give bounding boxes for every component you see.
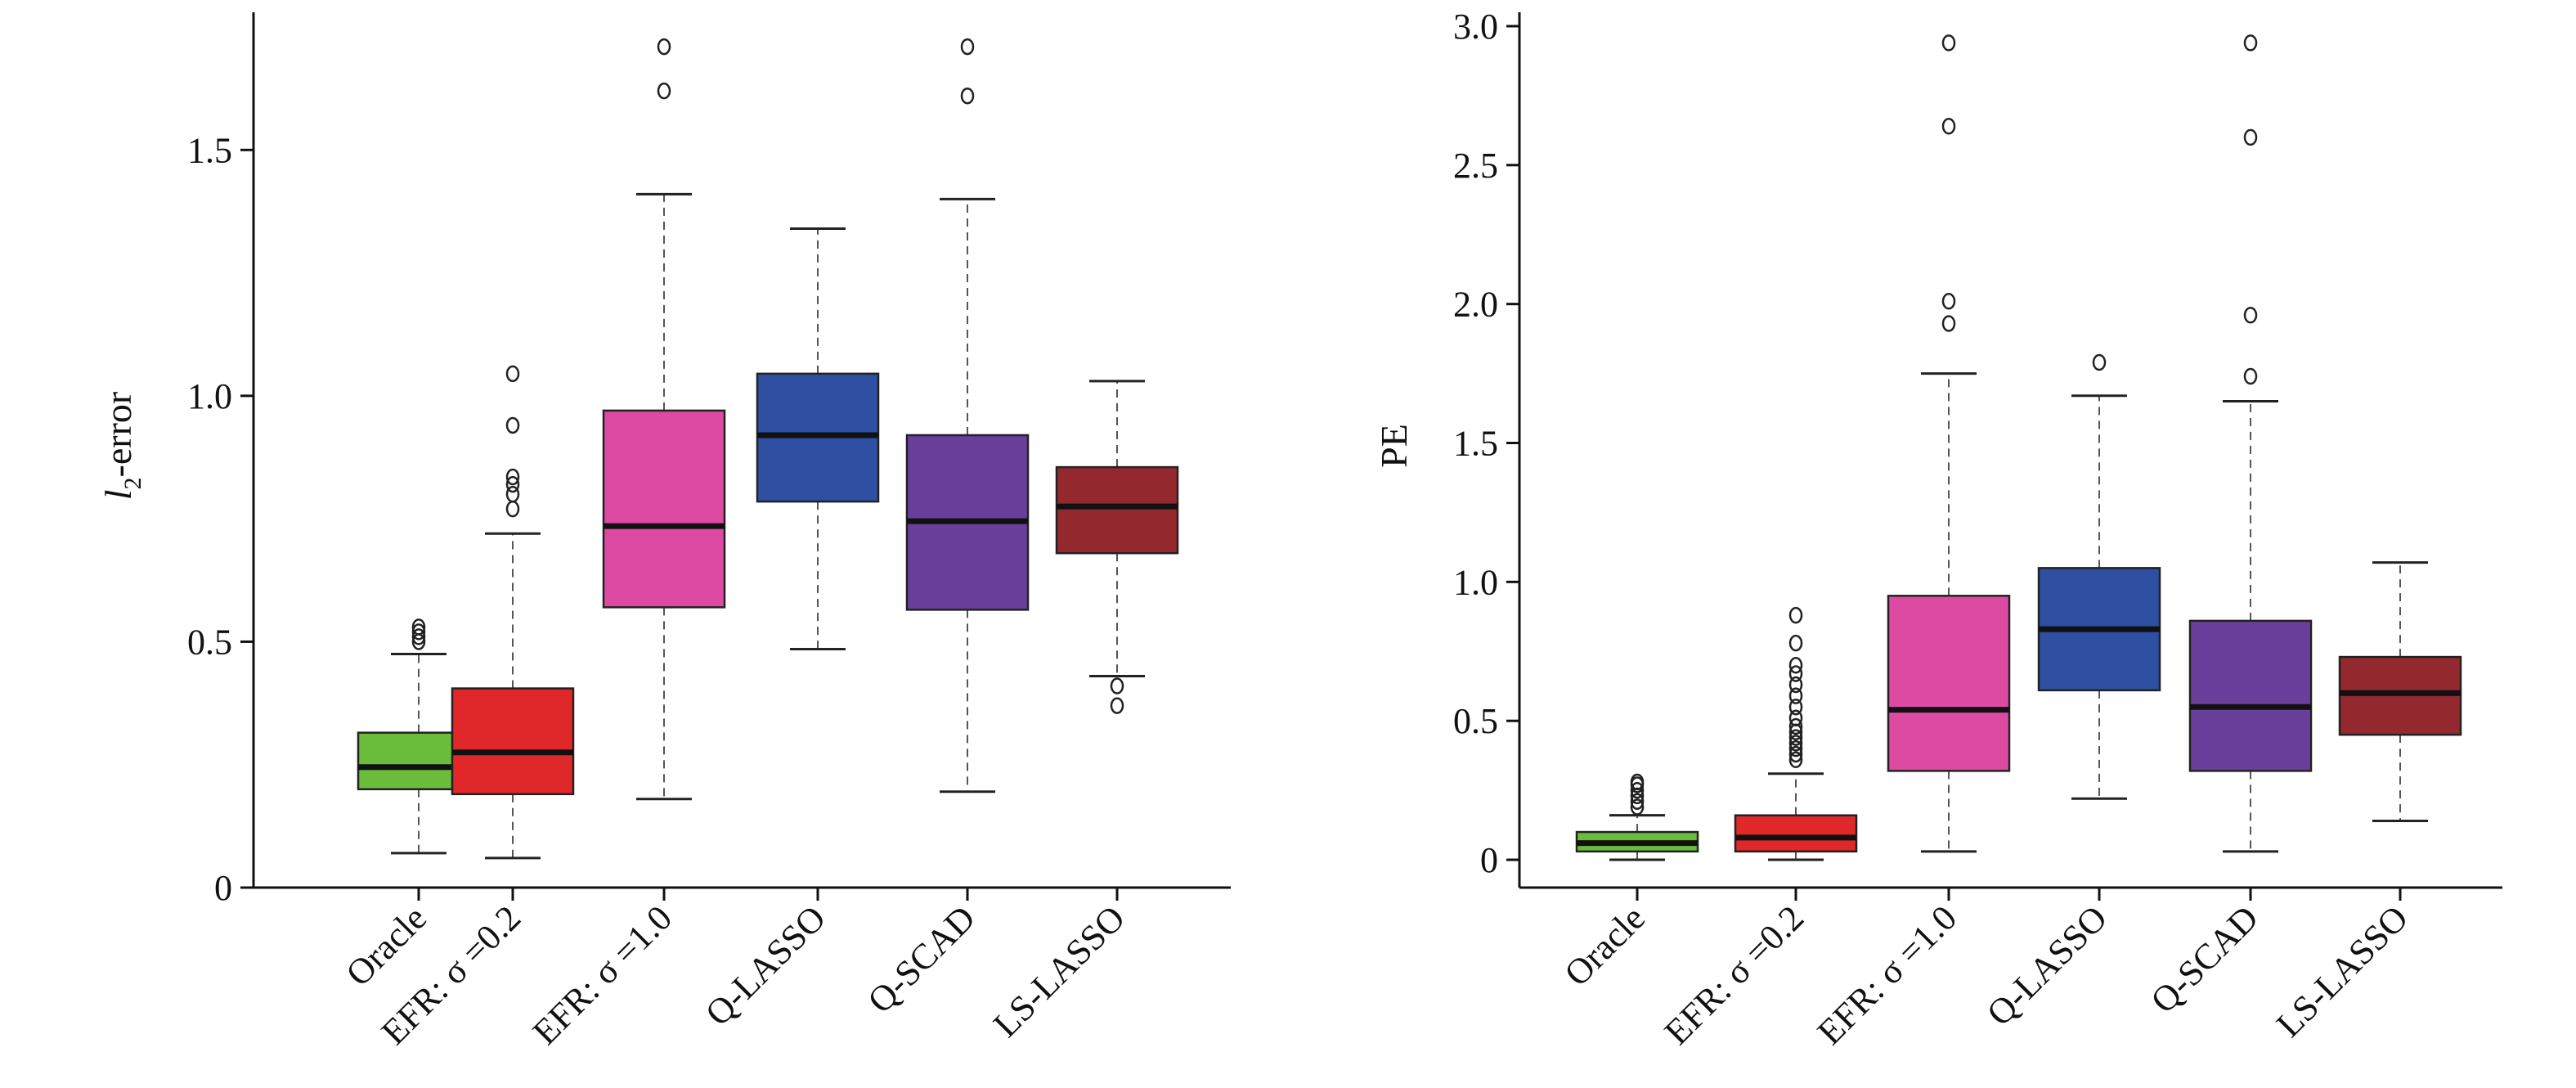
category-label: LS-LASSO — [985, 897, 1133, 1045]
box-oracle: Oracle — [339, 618, 481, 994]
iqr-box — [602, 409, 726, 609]
outlier-point — [1788, 634, 1803, 652]
y-tick-label: 2.5 — [1453, 146, 1498, 186]
y-tick-label: 3.0 — [1453, 7, 1498, 47]
box-efr-1-0: EFR: σ =1.0 — [525, 38, 726, 1053]
category-label: LS-LASSO — [2269, 897, 2416, 1045]
iqr-box — [1055, 465, 1179, 555]
category-label: Oracle — [1557, 897, 1654, 994]
category-label: Q-SCAD — [860, 897, 983, 1020]
outlier-point — [1630, 793, 1645, 810]
outlier-point — [1630, 781, 1645, 799]
outlier-point — [1788, 751, 1803, 768]
outlier-point — [411, 628, 426, 645]
outlier-point — [505, 365, 520, 383]
category-label: EFR: σ =1.0 — [1810, 897, 1964, 1052]
box-q-scad: Q-SCAD — [2143, 34, 2313, 1021]
y-tick-label: 2.0 — [1453, 285, 1498, 325]
y-tick-label: 1.0 — [187, 376, 232, 416]
outlier-point — [1788, 717, 1803, 735]
outlier-point — [1788, 606, 1803, 624]
iqr-box — [451, 687, 575, 796]
iqr-box — [1734, 814, 1858, 853]
outlier-point — [411, 618, 426, 636]
y-axis-label: l2-error — [97, 392, 146, 500]
outlier-point — [505, 475, 520, 493]
outlier-point — [1110, 677, 1124, 695]
outlier-point — [505, 500, 520, 518]
y-tick-label: 0.5 — [187, 622, 232, 662]
outlier-point — [2243, 307, 2258, 324]
outlier-point — [411, 623, 426, 641]
outlier-point — [1941, 315, 1956, 332]
category-label: Q-LASSO — [698, 897, 833, 1033]
outlier-point — [505, 416, 520, 434]
pe-panel: 0 0.5 1.0 1.5 2.0 2.5 3.0 PE Oracle EFR: σ =0.2EF… — [1373, 7, 2502, 1053]
y-axis-label: PE — [1373, 424, 1415, 468]
y-tick-label: 0 — [214, 868, 232, 908]
iqr-box — [2188, 619, 2313, 772]
outlier-point — [657, 38, 671, 56]
outlier-point — [1630, 798, 1645, 816]
outlier-point — [1788, 698, 1803, 716]
box-efr-1-0: EFR: σ =1.0 — [1810, 34, 2011, 1053]
outlier-point — [1630, 773, 1645, 791]
y-tick-label: 0 — [1480, 840, 1498, 880]
box-efr-0-2: EFR: σ =0.2 — [1657, 606, 1858, 1053]
outlier-point — [1788, 740, 1803, 758]
outlier-point — [1788, 709, 1803, 727]
outlier-point — [657, 82, 671, 100]
y-tick-label: 1.0 — [1453, 562, 1498, 602]
outlier-point — [1788, 729, 1803, 746]
outlier-point — [505, 485, 520, 503]
y-axis-label-rest: -error — [97, 392, 139, 478]
outlier-point — [1788, 735, 1803, 752]
y-tick-label: 1.5 — [187, 130, 232, 170]
box-q-lasso: Q-LASSO — [698, 227, 880, 1033]
category-label: Q-SCAD — [2143, 897, 2266, 1020]
outlier-point — [1941, 34, 1956, 52]
outlier-point — [1941, 118, 1956, 135]
outlier-point — [1788, 676, 1803, 694]
category-label: EFR: σ =1.0 — [525, 897, 680, 1052]
outlier-point — [505, 468, 520, 486]
y-axis-label-main: l — [97, 489, 139, 500]
outlier-point — [1110, 697, 1124, 714]
outlier-point — [1941, 293, 1956, 310]
box-q-scad: Q-SCAD — [860, 38, 1030, 1021]
outlier-point — [2092, 353, 2107, 371]
y-axis-label-subscript: 2 — [119, 477, 146, 489]
outlier-point — [960, 87, 975, 105]
outlier-point — [1788, 687, 1803, 704]
y-tick-label: 1.5 — [1453, 424, 1498, 464]
iqr-box — [1887, 595, 2011, 772]
outlier-point — [2243, 128, 2258, 146]
outlier-point — [1788, 665, 1803, 682]
outlier-point — [960, 38, 975, 56]
category-label: Q-LASSO — [1979, 897, 2115, 1033]
outlier-point — [2243, 367, 2258, 385]
outlier-point — [1788, 745, 1803, 763]
outlier-point — [2243, 34, 2258, 52]
outlier-point — [1788, 657, 1803, 674]
box-oracle: Oracle — [1557, 773, 1699, 994]
y-tick-label: 0.5 — [1453, 701, 1498, 741]
category-label: EFR: σ =0.2 — [1657, 897, 1811, 1052]
